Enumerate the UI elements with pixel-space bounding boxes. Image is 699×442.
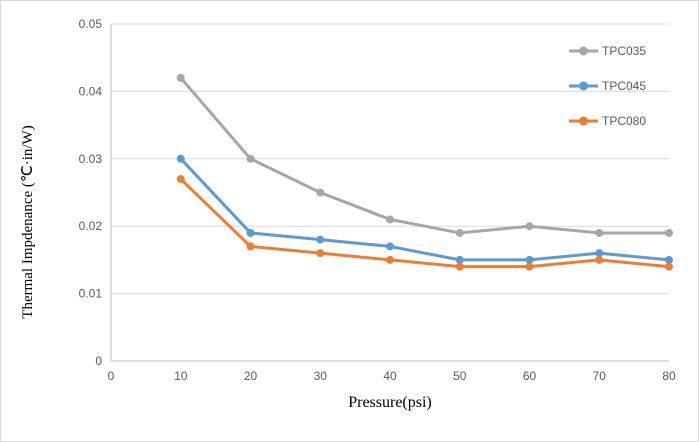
x-tick-label: 50 [453,369,467,383]
x-tick-label: 0 [108,369,115,383]
x-tick-label: 80 [662,369,676,383]
data-point-TPC080 [246,242,255,251]
data-point-TPC080 [386,255,394,264]
y-tick-label: 0.04 [79,84,103,98]
y-axis-title: Thermal Impdenance (℃·in/W) [20,125,36,319]
data-point-TPC080 [176,175,185,184]
data-point-TPC080 [595,255,604,264]
data-point-TPC080 [525,262,534,271]
data-point-TPC035 [386,215,394,224]
legend-item-TPC045: TPC045 [602,79,646,93]
y-tick-label: 0.01 [79,287,103,301]
legend-item-TPC035: TPC035 [602,44,646,58]
x-tick-label: 30 [314,369,328,383]
data-point-TPC080 [455,262,464,271]
data-point-TPC080 [665,262,673,271]
legend-marker [579,81,588,91]
legend-item-TPC080: TPC080 [602,114,646,128]
data-point-TPC035 [665,228,673,237]
x-tick-label: 40 [383,369,397,383]
series-line-TPC045 [179,157,671,262]
data-point-TPC035 [525,222,534,231]
x-tick-label: 60 [523,369,537,383]
data-point-TPC045 [316,235,325,244]
x-tick-label: 20 [244,369,258,383]
data-point-TPC035 [316,188,325,197]
data-point-TPC045 [386,242,394,251]
data-point-TPC080 [316,249,325,258]
data-point-TPC045 [595,249,604,258]
series-line-TPC080 [179,177,671,269]
data-point-TPC035 [455,228,464,237]
y-tick-label: 0.03 [79,152,103,166]
y-tick-label: 0.05 [79,17,103,31]
legend-marker [579,116,588,126]
x-axis-title: Pressure(psi) [348,394,432,411]
data-point-TPC045 [246,228,255,237]
series-line-TPC035 [179,76,671,235]
x-tick-label: 10 [174,369,188,383]
data-point-TPC035 [176,73,185,82]
data-point-TPC035 [246,154,255,163]
data-point-TPC045 [455,255,464,264]
y-tick-label: 0 [95,354,102,368]
legend-marker [579,46,588,56]
data-point-TPC045 [525,255,534,264]
data-point-TPC045 [176,154,185,163]
data-point-TPC035 [595,228,604,237]
x-tick-label: 70 [593,369,607,383]
y-tick-label: 0.02 [79,219,103,233]
data-point-TPC045 [665,255,673,264]
